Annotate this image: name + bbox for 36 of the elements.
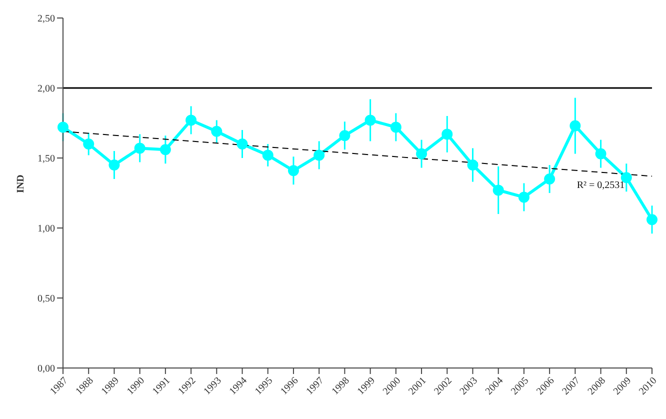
point — [646, 214, 658, 226]
point — [442, 128, 453, 140]
x-tick-label: 1992 — [176, 375, 198, 398]
point — [595, 148, 606, 160]
point — [390, 122, 402, 133]
y-tick-label: 2,00 — [38, 84, 55, 95]
point — [134, 142, 146, 154]
point — [518, 192, 530, 203]
y-tick-label: 0,50 — [38, 294, 55, 305]
point — [467, 160, 478, 170]
point — [262, 150, 274, 161]
y-tick-label: 1,00 — [38, 224, 55, 235]
point — [236, 138, 248, 150]
y-axis-title: IND — [16, 174, 27, 193]
annotation: R² = 0,2531 — [576, 180, 625, 191]
point — [339, 130, 350, 142]
point — [211, 126, 222, 137]
point — [288, 165, 299, 176]
point — [186, 114, 197, 126]
point — [364, 114, 376, 126]
point — [58, 122, 68, 133]
point — [108, 160, 120, 170]
y-tick-label: 1,50 — [38, 154, 55, 165]
point — [544, 174, 556, 184]
x-tick-label: 1991 — [150, 375, 173, 398]
y-tick-label: 0,00 — [38, 364, 55, 375]
x-tick-label: 1999 — [356, 375, 378, 398]
point — [416, 148, 428, 160]
point — [492, 184, 504, 196]
x-tick-label: 1989 — [99, 375, 122, 398]
x-tick-label: 1990 — [125, 375, 147, 398]
point — [314, 150, 325, 161]
y-tick-label: 2,50 — [38, 14, 55, 25]
point — [570, 120, 581, 132]
point — [83, 138, 94, 150]
point — [160, 144, 171, 156]
